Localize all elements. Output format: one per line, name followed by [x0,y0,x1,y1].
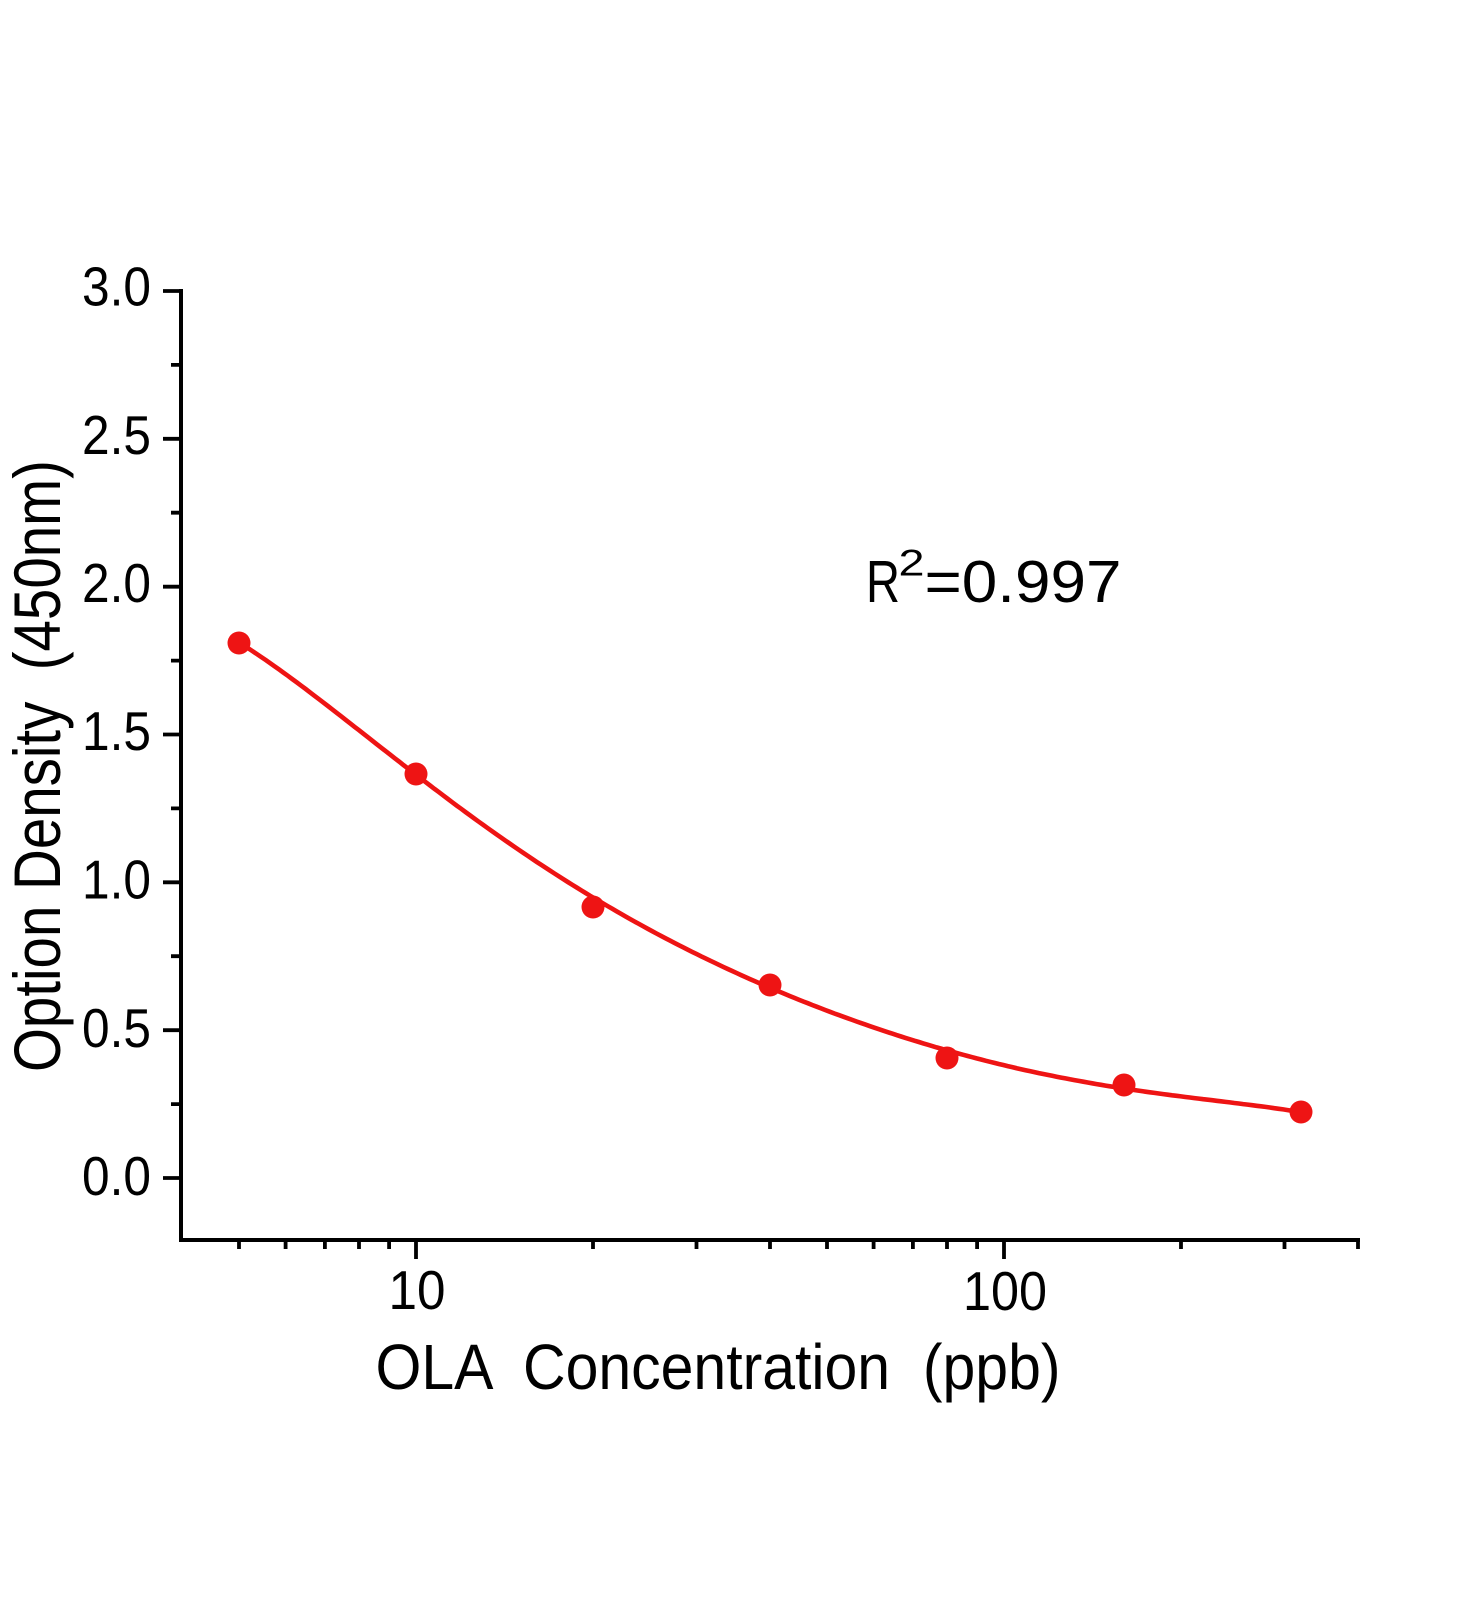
svg-text:10: 10 [389,1259,446,1321]
svg-text:3.0: 3.0 [82,256,151,318]
svg-text:2: 2 [899,543,925,584]
svg-text:Option Density (450nm): Option Density (450nm) [0,460,74,1072]
svg-text:1.5: 1.5 [82,700,151,762]
svg-text:2.0: 2.0 [82,552,151,614]
svg-text:=0.997: =0.997 [925,549,1122,615]
svg-text:OLA Concentration (ppb): OLA Concentration (ppb) [376,1331,1061,1403]
svg-text:100: 100 [963,1260,1047,1322]
svg-text:0.0: 0.0 [82,1145,151,1207]
svg-text:0.5: 0.5 [82,997,151,1059]
svg-text:R: R [866,549,900,615]
svg-text:1.0: 1.0 [82,849,151,911]
svg-text:2.5: 2.5 [82,404,151,466]
